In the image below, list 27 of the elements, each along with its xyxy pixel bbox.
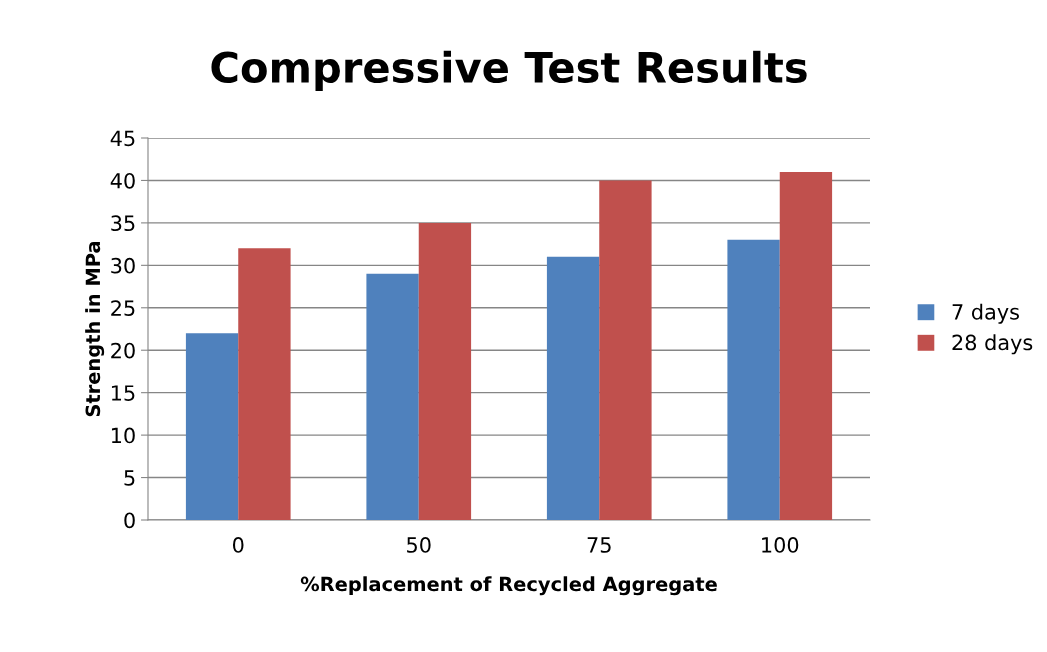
chart-title: Compressive Test Results	[211, 50, 807, 92]
x-tick-label: 100	[762, 537, 799, 553]
y-tick-label: 15	[111, 385, 135, 401]
y-tick-label: 5	[124, 470, 135, 486]
x-axis-title: %Replacement of Recycled Aggregate	[300, 576, 717, 596]
y-tick-label: 35	[111, 215, 135, 232]
bar	[366, 273, 419, 520]
bar	[238, 248, 291, 520]
legend-label: 7 days	[952, 303, 1019, 324]
y-tick-label: 40	[110, 172, 135, 189]
legend-label: 28 days	[952, 334, 1033, 355]
bar	[779, 171, 833, 520]
x-tick-label: 50	[407, 537, 431, 553]
bar	[727, 239, 780, 520]
bar	[185, 333, 239, 520]
y-tick-label: 25	[111, 300, 135, 316]
bar	[418, 222, 472, 520]
y-tick-label: 20	[111, 342, 135, 359]
y-tick-label: 30	[111, 257, 135, 274]
y-tick-label: 45	[110, 130, 135, 147]
bar	[599, 180, 652, 520]
bar	[546, 256, 600, 520]
y-axis-title: Strength in MPa	[85, 241, 105, 417]
x-tick-label: 0	[233, 537, 244, 553]
y-tick-label: 10	[111, 427, 135, 444]
x-tick-label: 75	[587, 537, 611, 553]
y-tick-label: 0	[124, 512, 135, 529]
